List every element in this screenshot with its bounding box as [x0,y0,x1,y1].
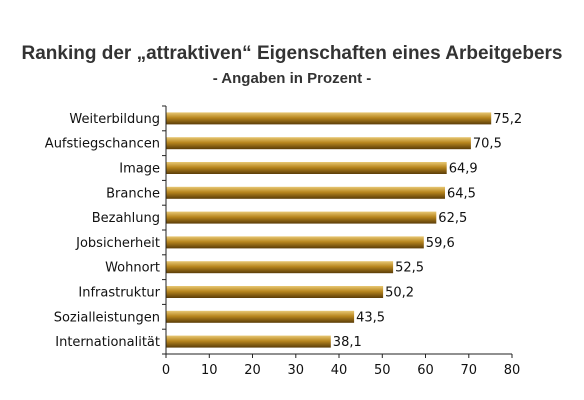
category-label: Branche [106,186,160,201]
data-label: 64,5 [447,186,476,201]
category-label: Sozialleistungen [54,310,160,325]
x-tick-label: 20 [244,363,261,378]
bar [166,261,394,274]
bar [166,162,447,174]
category-label: Infrastruktur [78,286,160,301]
x-tick-label: 0 [162,363,170,378]
bar [166,310,355,323]
bar [166,112,492,125]
data-label: 64,9 [449,162,478,177]
category-label: Bezahlung [92,211,160,226]
x-tick-label: 10 [201,363,218,378]
category-label: Internationalität [55,335,160,350]
data-label: 50,2 [385,286,414,301]
bar [166,137,471,150]
chart-subtitle: - Angaben in Prozent - [213,70,372,87]
data-label: 43,5 [356,310,385,325]
category-label: Aufstiegschancen [45,137,160,152]
category-label: Jobsicherheit [75,236,160,251]
x-tick-label: 80 [504,363,521,378]
data-label: 70,5 [473,137,502,152]
category-label: Wohnort [105,261,160,276]
category-label: Image [119,162,160,177]
x-tick-label: 30 [288,363,305,378]
data-label: 75,2 [493,112,522,127]
bar [166,335,331,348]
bar [166,236,424,249]
category-label: Weiterbildung [69,112,160,127]
bar [166,211,437,224]
data-label: 52,5 [395,261,424,276]
x-tick-label: 40 [331,363,348,378]
bar [166,286,384,298]
x-tick-label: 50 [374,363,391,378]
chart-title: Ranking der „attraktiven“ Eigenschaften … [22,43,563,64]
data-label: 59,6 [426,236,455,251]
data-label: 38,1 [333,335,362,350]
plot-area: Weiterbildung 75,2 Aufstiegschancen 70,5 Ima… [45,105,522,378]
x-tick-label: 70 [461,363,478,378]
bar [166,186,445,199]
data-label: 62,5 [438,211,467,226]
x-tick-label: 60 [417,363,434,378]
